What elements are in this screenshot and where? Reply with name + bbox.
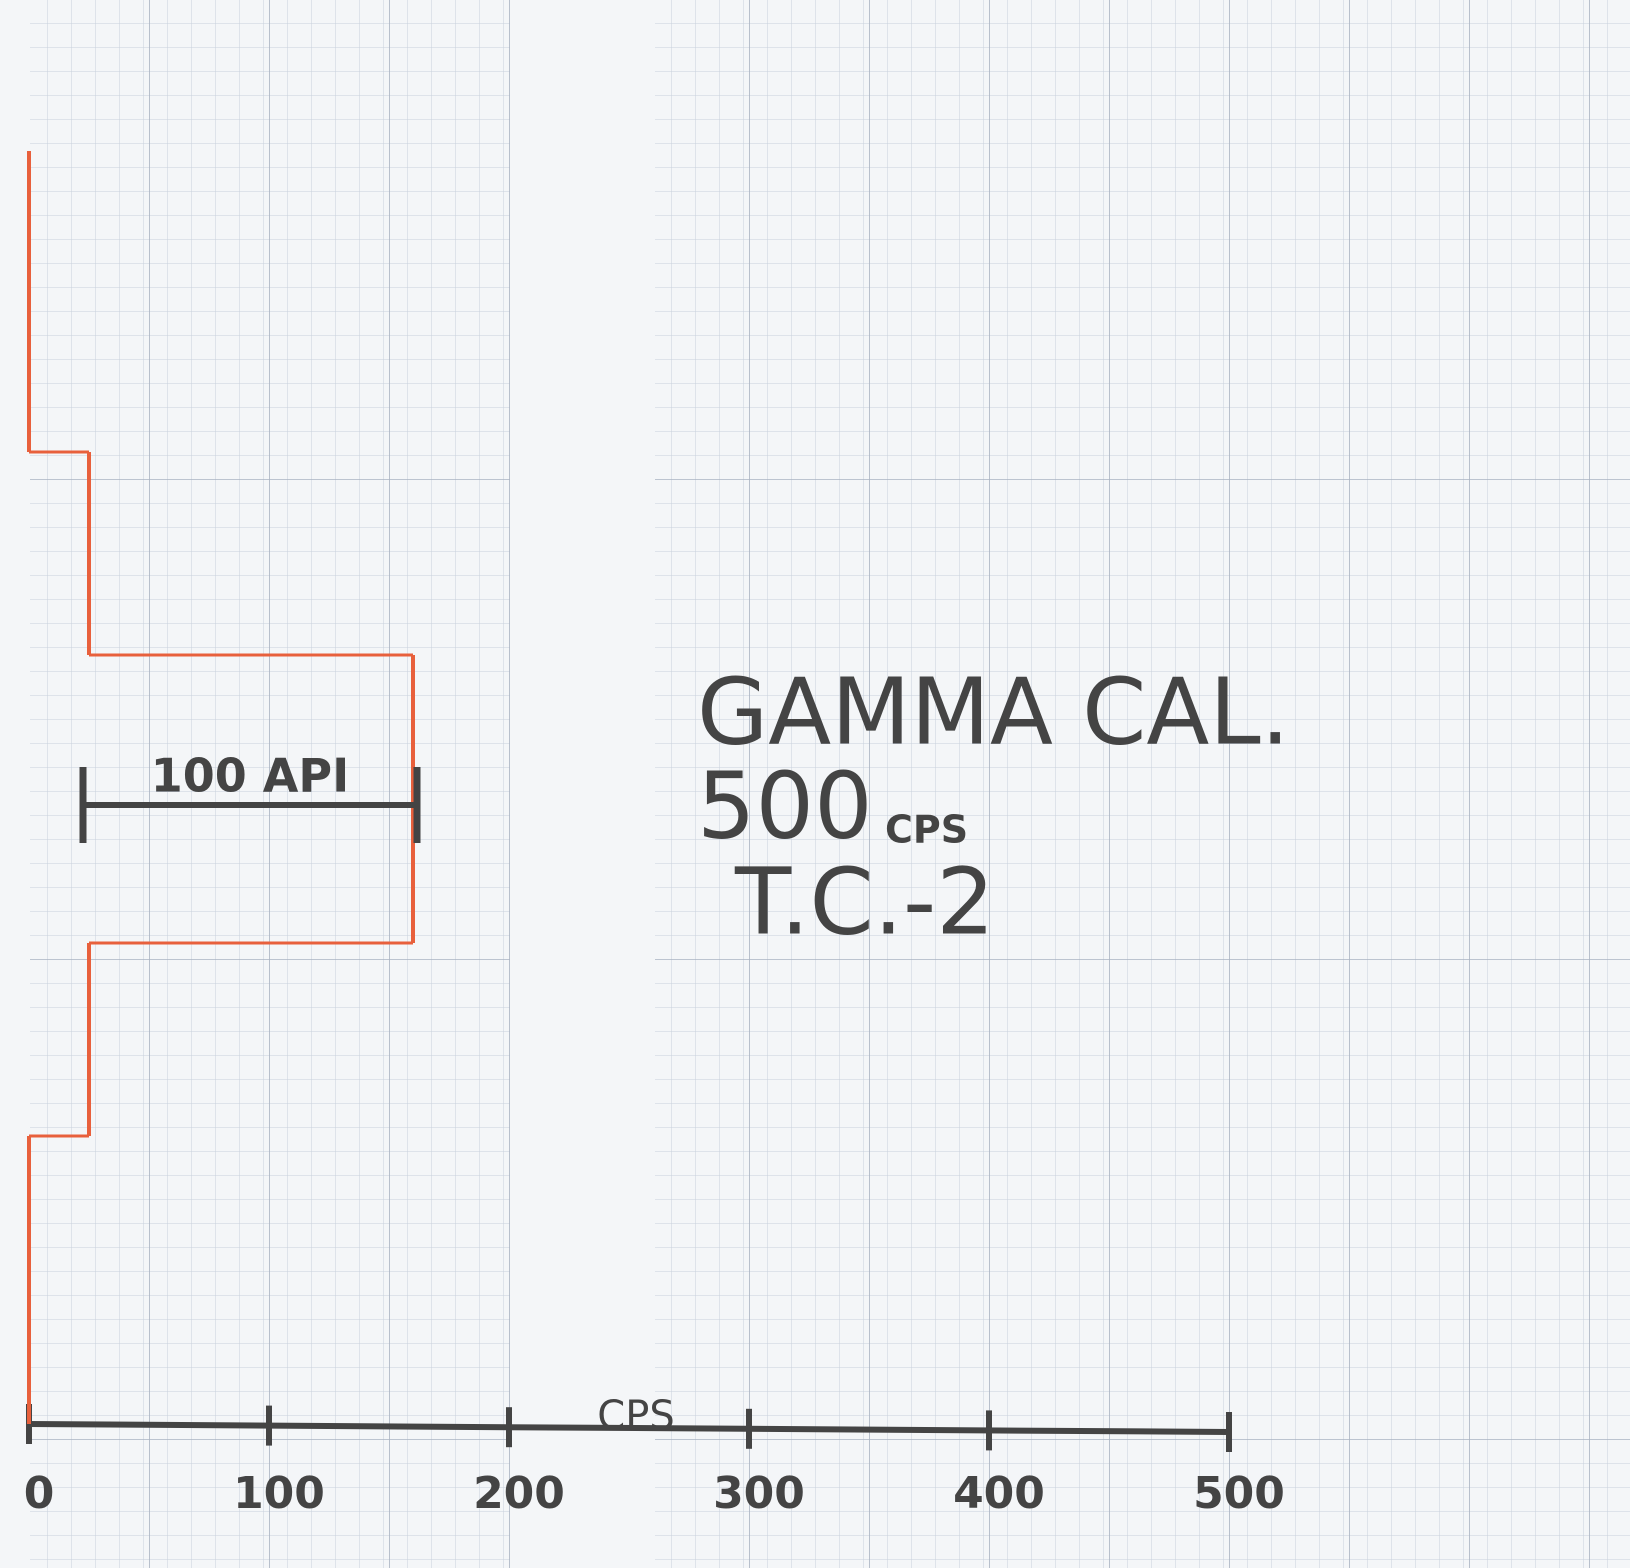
x-tick-label: 200: [473, 1468, 565, 1519]
annotation: 500: [697, 752, 873, 859]
grid-right-major: [655, 0, 1630, 1568]
x-tick-label: 0: [24, 1468, 55, 1519]
x-tick-label: 300: [713, 1468, 805, 1519]
x-tick-label: 500: [1193, 1468, 1285, 1519]
annotation: GAMMA CAL.: [697, 658, 1290, 765]
grid-left-major: [30, 0, 510, 1568]
x-tick-label: 100: [233, 1468, 325, 1519]
x-tick-label: 400: [953, 1468, 1045, 1519]
annotation: T.C.-2: [734, 848, 995, 955]
annotation: 100 API: [151, 749, 349, 803]
annotation: CPS: [885, 808, 968, 852]
x-axis-label: CPS: [597, 1393, 674, 1439]
x-axis: [28, 1421, 1230, 1435]
